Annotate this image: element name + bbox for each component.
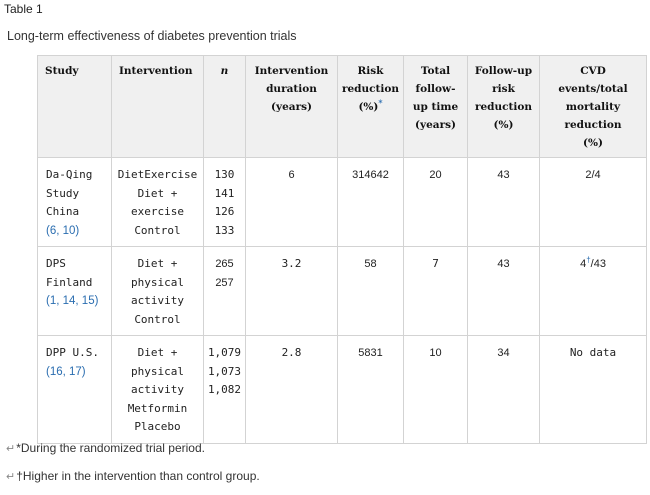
study-cell: DPS Finland (1, 14, 15) [37, 246, 112, 336]
followup-time-cell: 20 [403, 157, 468, 247]
n-cell: 130 141 126 133 [203, 157, 246, 247]
followup-time-cell: 10 [403, 335, 468, 444]
header-n: n [203, 55, 246, 158]
duration-cell: 3.2 [245, 246, 338, 336]
return-icon: ↵ [6, 471, 16, 483]
duration-cell: 2.8 [245, 335, 338, 444]
reference-link[interactable]: (16, 17) [46, 365, 86, 378]
table-row: DPS Finland (1, 14, 15) Diet + physical act… [37, 246, 647, 336]
header-duration: Intervention duration (years) [245, 55, 338, 158]
followup-risk-cell: 43 [467, 246, 540, 336]
header-intervention: Intervention [111, 55, 204, 158]
intervention-cell: Diet + physical activity Metformin Placebo [111, 335, 204, 444]
n-cell: 1,079 1,073 1,082 [203, 335, 246, 444]
reference-link[interactable]: (1, 14, 15) [46, 295, 99, 307]
followup-risk-cell: 43 [467, 157, 540, 247]
n-cell: 265 257 [203, 246, 246, 336]
footnote-star: ↵*During the randomized trial period. [6, 441, 205, 455]
risk-cell: 5831 [337, 335, 404, 444]
cvd-cell: 2/4 [539, 157, 647, 247]
cvd-cell: 4†/43 [539, 246, 647, 336]
reference-link[interactable]: (6, 10) [46, 224, 80, 237]
cvd-cell: No data [539, 335, 647, 444]
header-row: Study Intervention n Intervention duratio… [37, 55, 647, 158]
table-row: Da-Qing Study China (6, 10) DietExercise Di… [37, 157, 647, 247]
duration-cell: 6 [245, 157, 338, 247]
intervention-cell: DietExercise Diet + exercise Control [111, 157, 204, 247]
table-label: Table 1 [4, 2, 43, 16]
header-study: Study [37, 55, 112, 158]
trials-table: Study Intervention n Intervention duratio… [37, 55, 647, 444]
risk-cell: 58 [337, 246, 404, 336]
header-followup-time: Total follow-up time (years) [403, 55, 468, 158]
header-risk-reduction: Risk reduction (%)* [337, 55, 404, 158]
study-cell: DPP U.S. (16, 17) [37, 335, 112, 444]
table-row: DPP U.S. (16, 17) Diet + physical activity… [37, 335, 647, 444]
study-cell: Da-Qing Study China (6, 10) [37, 157, 112, 247]
followup-time-cell: 7 [403, 246, 468, 336]
risk-cell: 314642 [337, 157, 404, 247]
return-icon: ↵ [6, 443, 16, 455]
header-followup-risk: Follow-up risk reduction (%) [467, 55, 540, 158]
table-caption: Long-term effectiveness of diabetes prev… [7, 29, 297, 43]
intervention-cell: Diet + physical activity Control [111, 246, 204, 336]
footnote-dagger: ↵†Higher in the intervention than contro… [6, 469, 260, 483]
followup-risk-cell: 34 [467, 335, 540, 444]
footnote-marker-star: * [378, 97, 383, 108]
footnote-marker-dagger: † [586, 255, 591, 265]
header-cvd: CVD events/total mortality reduction (%) [539, 55, 647, 158]
